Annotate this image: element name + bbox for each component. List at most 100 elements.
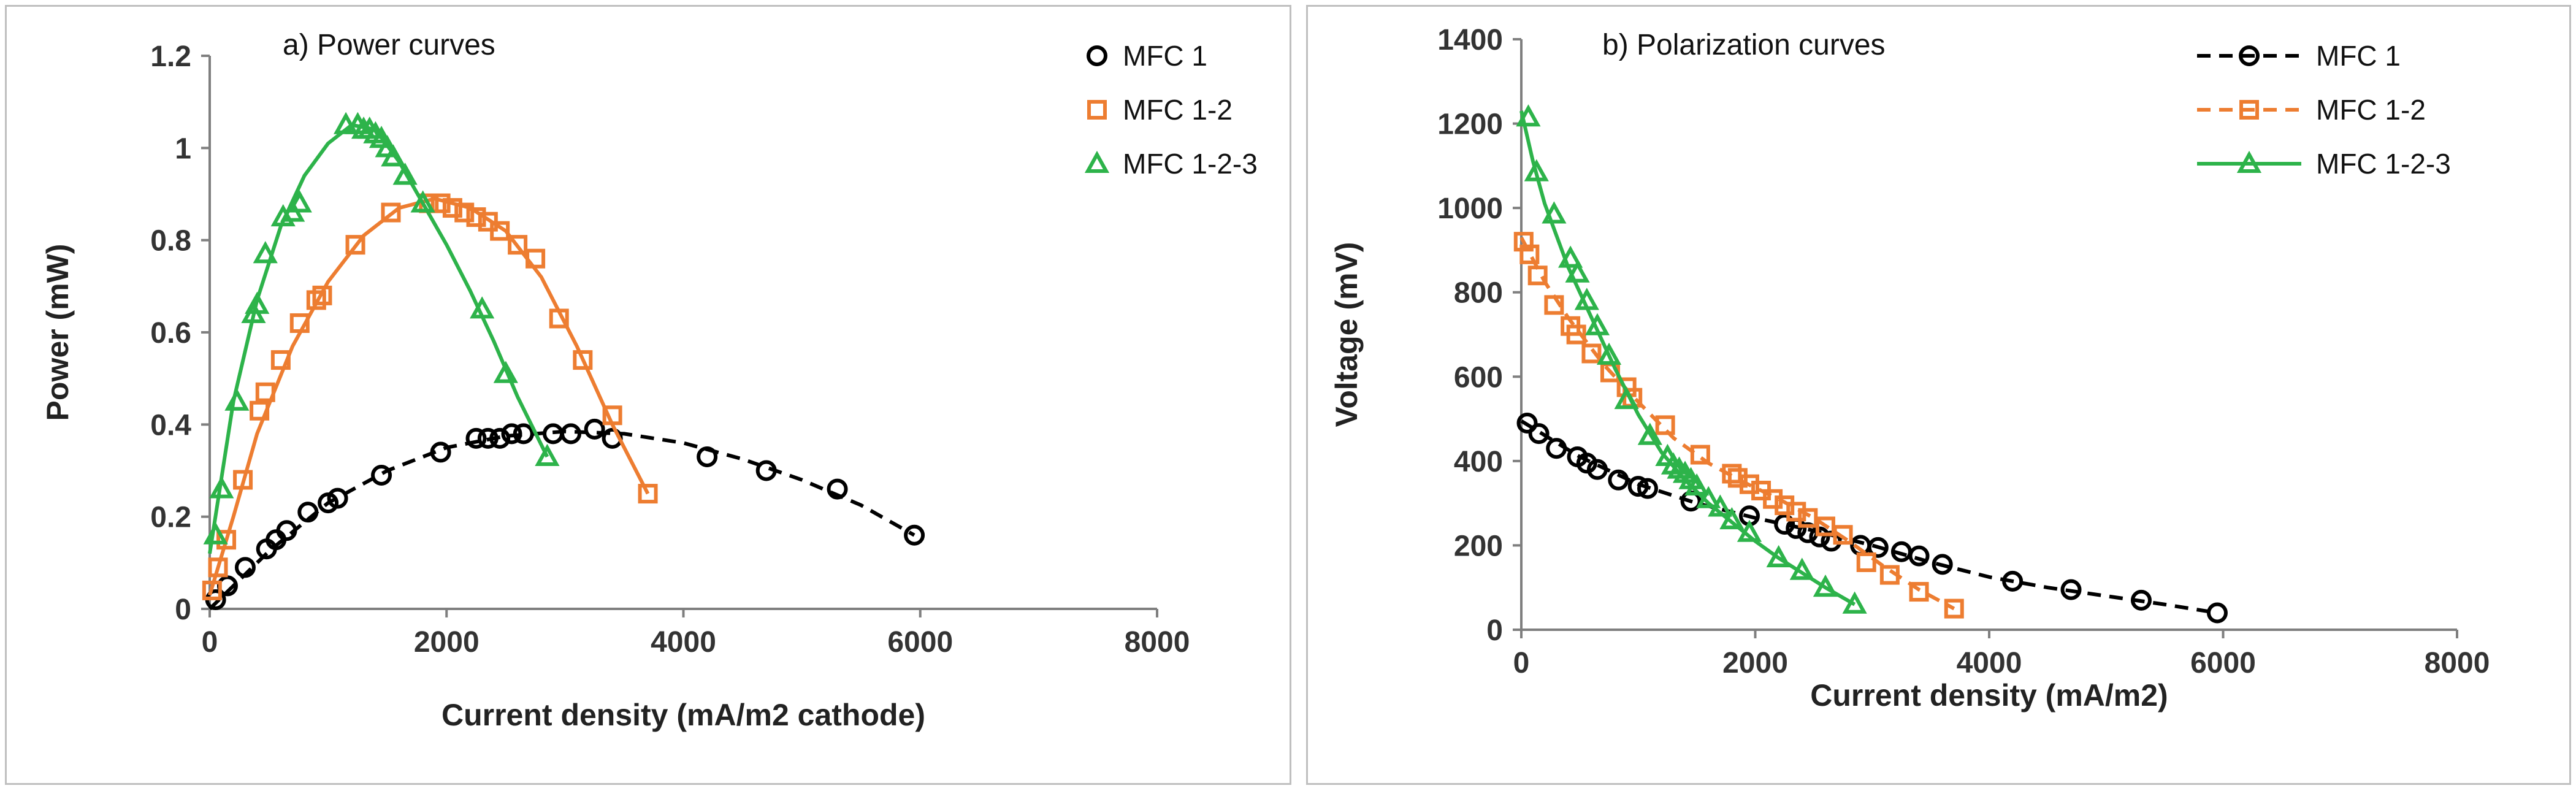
y-tick-label: 1000 (1437, 193, 1503, 225)
data-point (697, 446, 718, 467)
series-1 (1516, 412, 2228, 624)
data-point (442, 198, 462, 218)
data-point (253, 241, 278, 264)
data-point (312, 285, 332, 305)
x-axis-title: Current density (mA/m2 cathode) (441, 698, 925, 732)
data-point (638, 484, 658, 504)
legend-entry: MFC 1-2 (2316, 94, 2426, 126)
data-point (224, 388, 250, 411)
data-point (493, 361, 518, 383)
series-fit-line (208, 123, 549, 554)
data-point (1637, 478, 1659, 499)
data-point (209, 476, 234, 499)
data-point (392, 162, 418, 185)
x-tick-label: 6000 (2190, 647, 2256, 679)
legend-entry: MFC 1-2 (1123, 94, 1233, 126)
y-tick-label: 200 (1454, 530, 1503, 562)
y-tick-label: 1400 (1437, 24, 1503, 56)
polarization-curves-chart: 0 200 400 600 800 1000 1200 1400 0 2000 4000 6000 80… (1329, 24, 2490, 713)
y-tick-label: 0 (1486, 614, 1503, 647)
data-point (1655, 415, 1675, 435)
data-point (245, 291, 270, 314)
series-3 (203, 112, 560, 554)
x-tick-label: 0 (202, 626, 218, 659)
x-tick-label: 2000 (1722, 647, 1788, 679)
data-point (490, 221, 510, 241)
data-point (1527, 266, 1548, 286)
data-point (573, 350, 593, 370)
x-axis-title: Current density (mA/m2) (1810, 678, 2168, 713)
data-point (1696, 486, 1721, 508)
data-point (255, 382, 275, 402)
data-point (270, 350, 291, 370)
data-point (489, 427, 511, 449)
data-point (904, 524, 925, 546)
data-point (1528, 423, 1550, 445)
data-point (381, 202, 401, 223)
power-curves-chart: 0 0.2 0.4 0.6 0.8 1 1.2 0 2000 4000 6000 8000 a) Pow… (40, 29, 1258, 732)
data-point (371, 465, 392, 486)
data-point (1542, 201, 1567, 224)
data-point (827, 478, 848, 500)
data-point (2130, 589, 2152, 611)
data-point (2060, 579, 2082, 600)
data-point (289, 313, 310, 333)
y-tick-label: 1.2 (150, 40, 191, 73)
chart-panel-power: 0 0.2 0.4 0.6 0.8 1 1.2 0 2000 4000 6000 8000 a) Pow… (5, 5, 1291, 785)
data-point (1684, 473, 1710, 496)
data-point (1544, 295, 1564, 315)
data-point (1614, 386, 1639, 410)
data-point (466, 207, 486, 227)
y-axis-title: Voltage (mV) (1329, 242, 1364, 427)
series-fit-line (1519, 236, 1955, 611)
data-point (1708, 494, 1733, 517)
data-point (216, 530, 237, 550)
y-axis-title: Power (mW) (40, 244, 75, 421)
y-tick-label: 1200 (1437, 109, 1503, 141)
data-point (430, 193, 451, 213)
data-point (1565, 260, 1590, 283)
y-tick-label: 0.2 (150, 502, 191, 534)
data-point (470, 296, 495, 319)
data-point (208, 557, 228, 578)
legend-marker (2236, 150, 2262, 173)
data-point (1586, 459, 1608, 480)
y-tick-label: 0 (175, 594, 191, 626)
chart-title: a) Power curves (283, 29, 495, 61)
data-point (454, 202, 475, 223)
data-point (1833, 525, 1853, 545)
data-point (1584, 313, 1610, 335)
data-point (1737, 519, 1762, 542)
x-tick-label: 6000 (887, 626, 953, 659)
series-2 (1513, 232, 1964, 619)
data-point (306, 290, 326, 310)
series-fit-line (208, 429, 915, 611)
data-point (1879, 565, 1900, 585)
y-tick-label: 600 (1454, 361, 1503, 394)
data-point (602, 405, 622, 426)
x-tick-label: 8000 (1125, 626, 1190, 659)
legend-marker (1087, 100, 1107, 120)
data-point (526, 248, 546, 269)
data-point (333, 112, 359, 134)
data-point (1596, 342, 1622, 365)
legend-marker (2239, 45, 2260, 66)
legend-marker (2239, 100, 2259, 120)
y-tick-label: 0.4 (150, 409, 191, 441)
data-point (1519, 244, 1540, 264)
data-point (1627, 476, 1649, 497)
data-point (250, 400, 270, 421)
series-fit-line (208, 197, 650, 596)
data-point (1516, 412, 1538, 434)
data-point (1608, 469, 1629, 491)
y-tick-label: 400 (1454, 446, 1503, 478)
y-tick-label: 800 (1454, 277, 1503, 310)
data-point (501, 423, 522, 445)
data-point (345, 235, 365, 255)
series-fit-line (1519, 110, 1856, 606)
data-point (560, 423, 582, 445)
data-point (276, 520, 297, 541)
legend-entry: MFC 1-2-3 (2316, 148, 2451, 180)
x-tick-label: 2000 (414, 626, 480, 659)
data-point (584, 418, 605, 440)
